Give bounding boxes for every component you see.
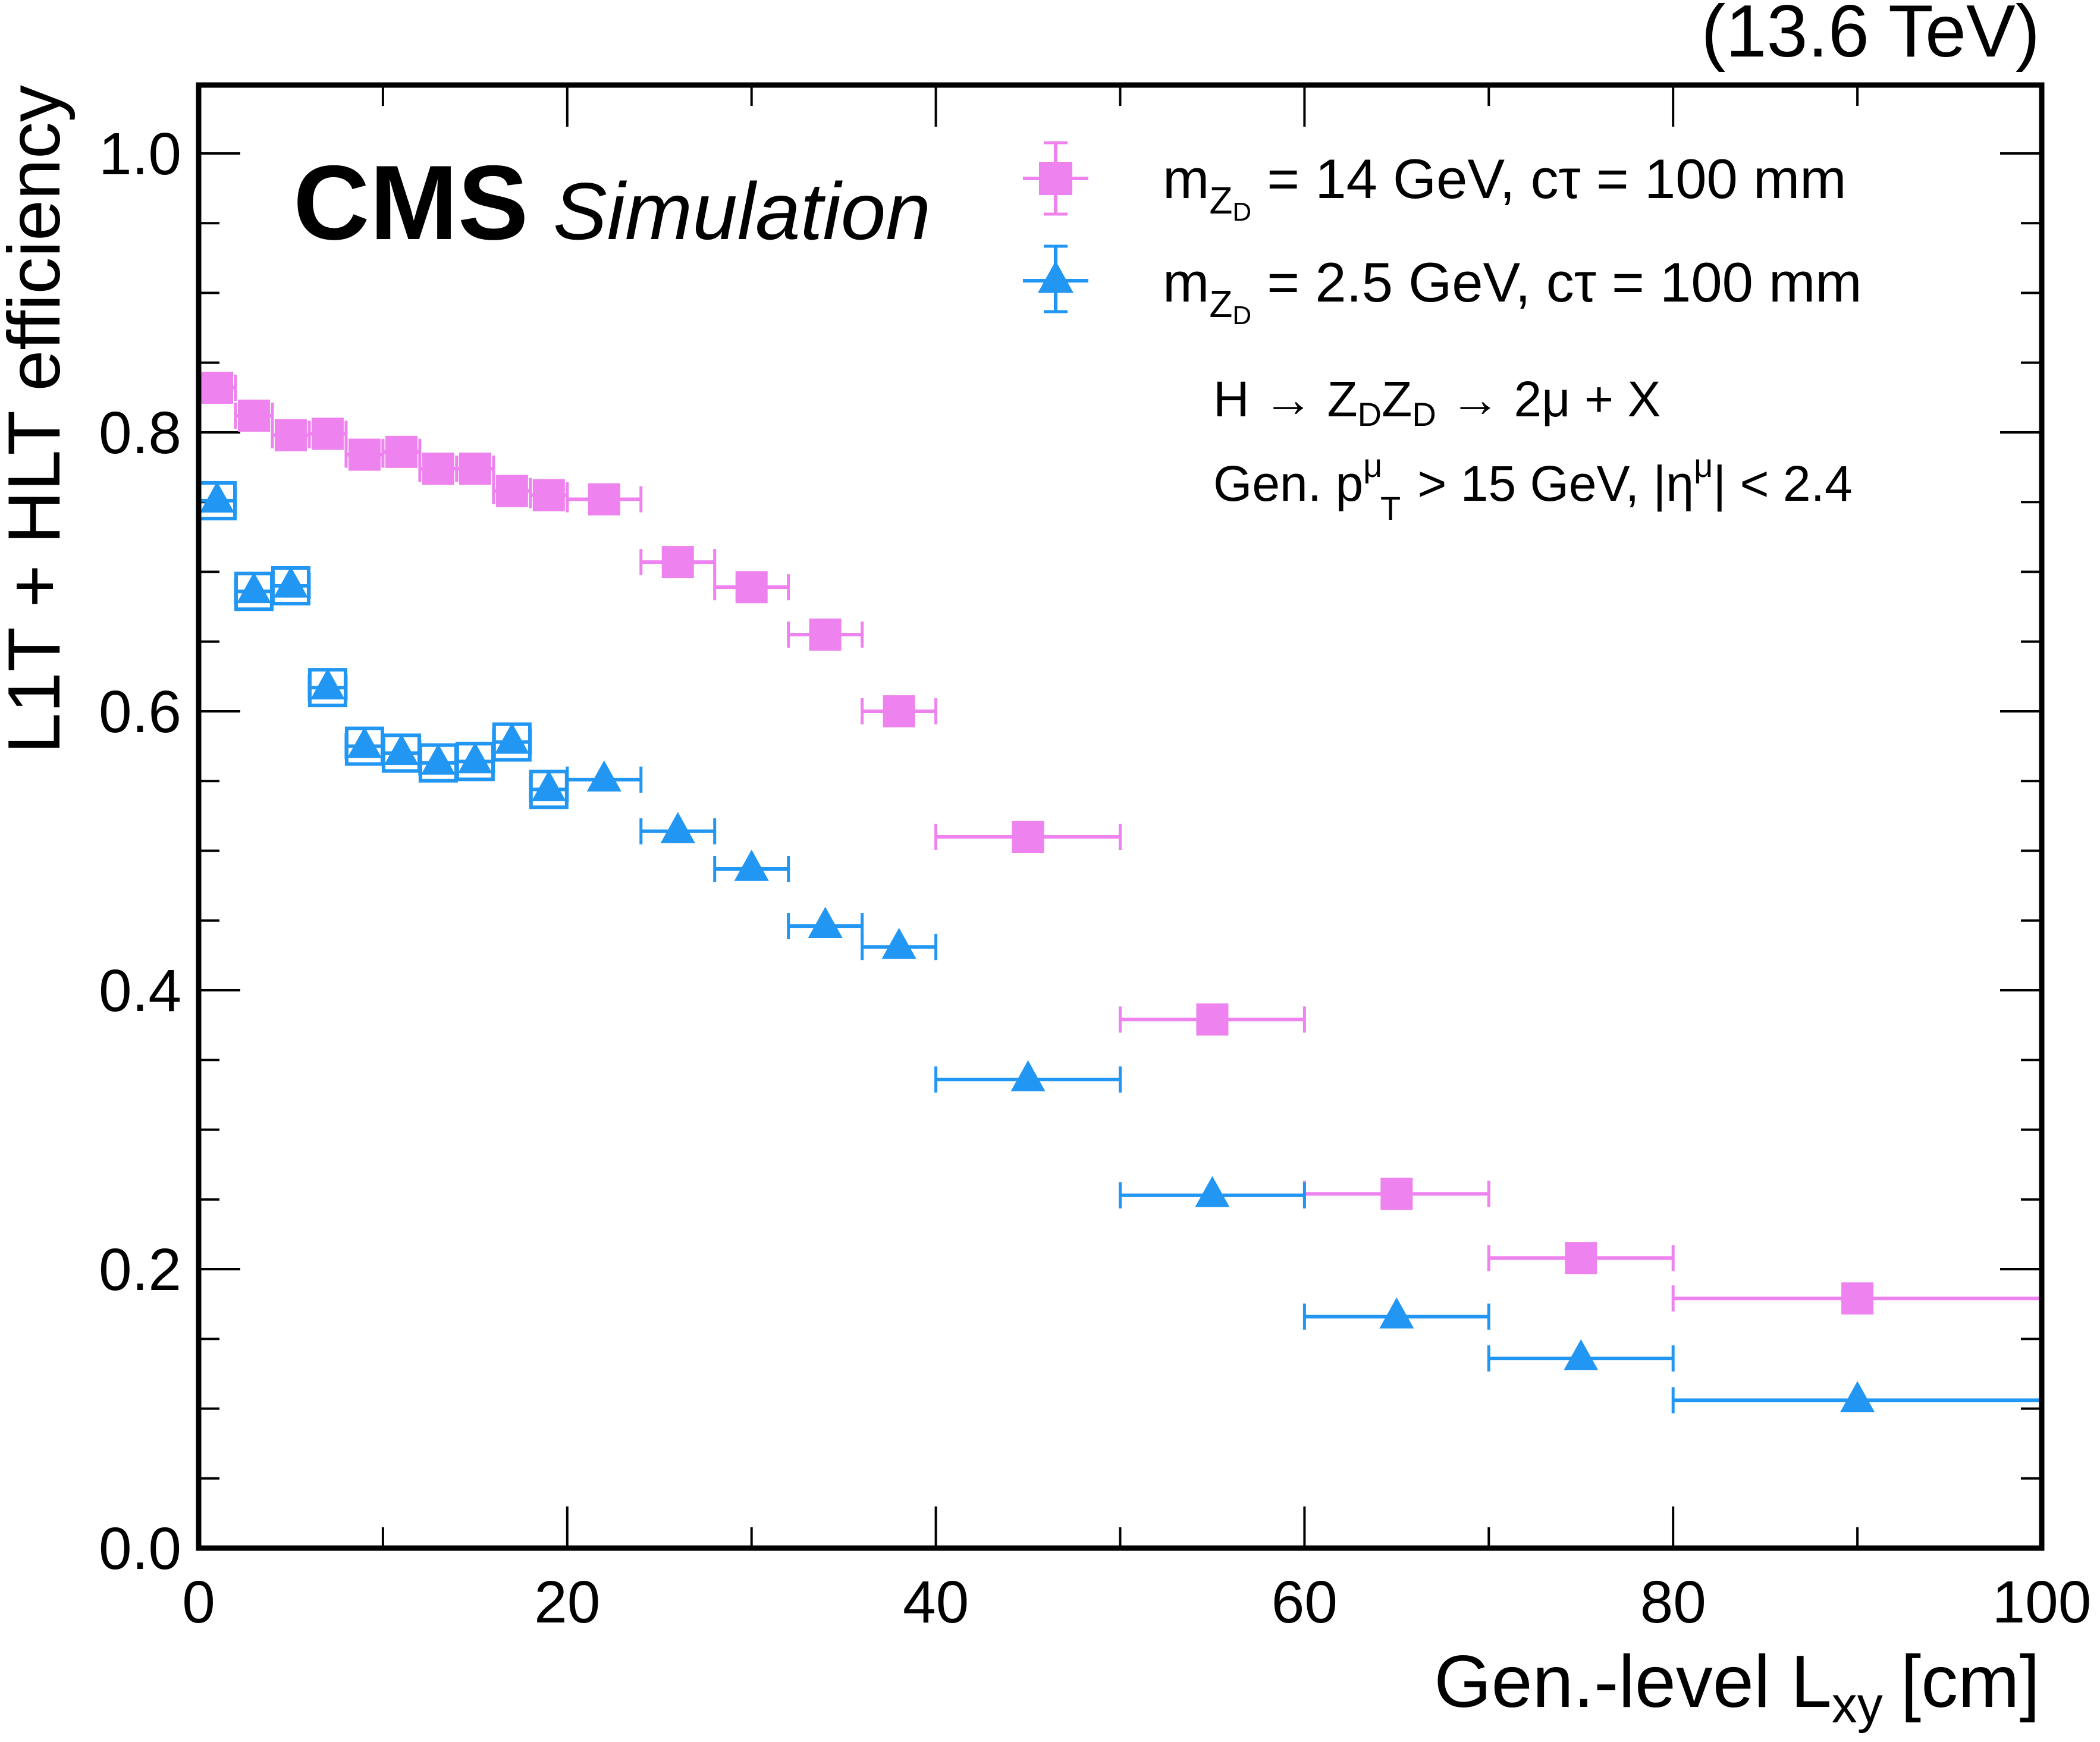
data-point (422, 452, 454, 485)
data-point (310, 668, 345, 699)
process-annotation: H → ZDZD → 2μ + X (1213, 371, 1660, 433)
data-point (1841, 1282, 1874, 1315)
legend-marker-blue-triangle (1023, 244, 1088, 313)
data-point (735, 571, 768, 604)
data-point (661, 546, 694, 579)
series-mZD25 (197, 481, 2044, 1414)
data-point (809, 619, 842, 651)
data-point (1010, 1060, 1046, 1091)
data-point (734, 849, 769, 881)
data-point (347, 727, 382, 758)
y-tick-label: 1.0 (99, 121, 181, 187)
data-point (274, 419, 307, 451)
data-point (588, 483, 620, 516)
data-point (199, 481, 234, 513)
tick-labels: 0 20 40 60 80 100 0.0 0.2 0.4 0.6 0.8 1.0 (99, 121, 2091, 1636)
data-point (1012, 821, 1044, 853)
data-point (881, 927, 916, 959)
legend-label-pink: mZD = 14 GeV, cτ = 100 mm (1163, 147, 1847, 227)
x-tick-label: 100 (1992, 1569, 2092, 1636)
x-tick-label: 0 (182, 1569, 215, 1636)
x-tick-label: 60 (1272, 1569, 1338, 1636)
data-point (384, 733, 419, 765)
cms-label: CMS (293, 143, 529, 262)
y-tick-label: 0.2 (99, 1236, 181, 1303)
energy-label: (13.6 TeV) (1701, 0, 2040, 73)
data-point (1565, 1242, 1597, 1275)
y-tick-label: 0.8 (99, 400, 181, 466)
data-point (1564, 1339, 1599, 1370)
y-tick-label: 0.4 (99, 958, 181, 1024)
data-point (883, 695, 915, 727)
x-axis-title: Gen.-level Lxy [cm] (1434, 1641, 2040, 1734)
data-point (457, 742, 492, 774)
data-point (586, 760, 621, 792)
series-mZD14 (197, 371, 2044, 1315)
data-point (348, 438, 381, 471)
cuts-annotation: Gen. pμ T > 15 GeV, |ημ| < 2.4 (1213, 447, 1853, 527)
simulation-label: Simulation (553, 166, 931, 256)
data-point (494, 723, 529, 754)
data-point (495, 475, 528, 507)
data-point (660, 812, 695, 843)
data-point (459, 452, 491, 485)
y-tick-label: 0.0 (99, 1515, 181, 1582)
plot-frame (196, 82, 2045, 1551)
data-point (1380, 1178, 1413, 1210)
y-tick-label: 0.6 (99, 679, 181, 745)
data-point (1195, 1176, 1230, 1207)
data-point (531, 770, 566, 802)
data-series (197, 371, 2044, 1414)
legend-label-blue: mZD = 2.5 GeV, cτ = 100 mm (1163, 251, 1862, 330)
x-tick-label: 80 (1640, 1569, 1706, 1636)
data-point (1379, 1297, 1414, 1329)
legend-marker-pink-square (1023, 141, 1088, 216)
data-point (237, 399, 270, 432)
y-axis-title: L1T + HLT efficiency (0, 85, 76, 754)
legend-square (1039, 162, 1072, 195)
data-point (532, 479, 565, 511)
data-point (808, 906, 843, 938)
data-point (420, 743, 456, 775)
legend: mZD = 14 GeV, cτ = 100 mm mZD = 2.5 GeV,… (1023, 141, 1862, 330)
data-point (236, 572, 271, 604)
data-point (200, 371, 233, 404)
x-tick-label: 40 (903, 1569, 969, 1636)
data-point (273, 566, 308, 598)
data-point (1196, 1003, 1229, 1036)
x-tick-label: 20 (534, 1569, 600, 1636)
data-point (1840, 1381, 1875, 1413)
data-point (311, 418, 344, 450)
data-point (385, 435, 418, 468)
legend-triangle (1038, 260, 1073, 293)
